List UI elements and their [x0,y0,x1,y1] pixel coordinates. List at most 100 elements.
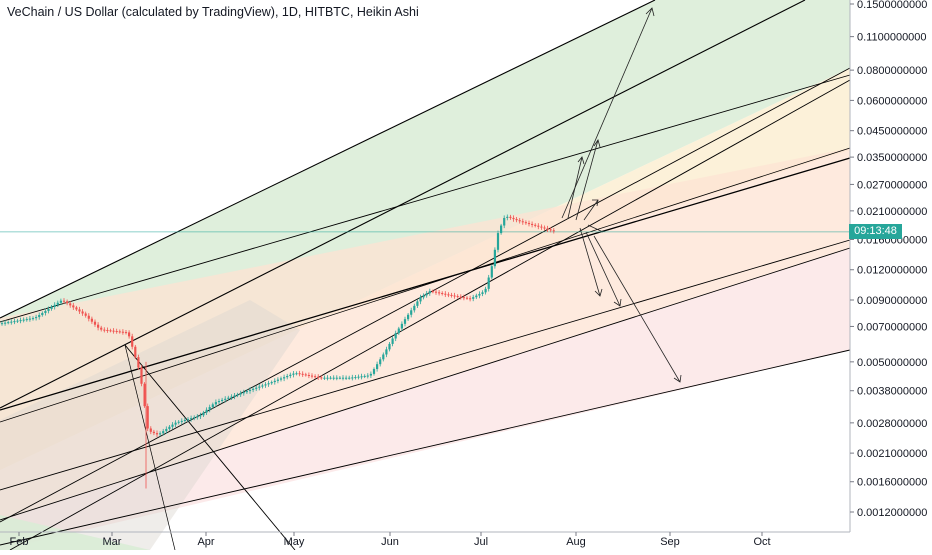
candle-body [459,296,462,298]
candle-body [394,333,397,339]
candle-body [72,305,75,308]
candle-body [137,357,140,368]
candle-body [90,318,93,322]
candle-body [78,309,81,312]
candle-body [403,319,407,324]
candle-body [456,296,459,298]
candle-body [345,377,348,379]
x-tick-label: May [284,536,305,548]
projection-arrow [575,139,599,221]
candle-body [531,223,534,225]
candle-body [10,321,13,323]
candle-body [475,295,478,298]
candle-body [0,323,4,325]
price-axis-background [850,0,932,550]
candle-body [22,319,25,321]
zone-orange [0,148,850,520]
y-tick-label: 0.0021000000 [857,448,927,460]
candle-body [500,225,503,234]
candle-body [295,373,298,375]
time-axis[interactable]: Feb Mar Apr May Jun Jul Aug Sep Oct [0,531,850,548]
candle-body [518,220,521,222]
arrow-head [645,7,655,17]
candle-body [524,222,527,224]
y-tick-label: 0.1500000000 [857,0,927,11]
zone-pink [0,248,850,550]
price-countdown-badge: 09:13:48 [849,224,902,239]
candle-body [50,306,53,309]
candle-body [540,226,543,228]
candle-body [196,416,199,418]
y-tick-label: 0.0070000000 [857,321,927,333]
x-tick-label: Apr [197,536,214,548]
candle-body [425,293,428,296]
candle-body [431,291,434,293]
candle-body [400,323,403,329]
candle-body [341,377,345,379]
candle-body [382,354,385,360]
candle-body [391,338,394,344]
x-tick-label: Jun [381,536,399,548]
candle-body [239,393,242,395]
price-axis[interactable]: 0.1500000000 0.1100000000 0.0800000000 0.06… [849,0,932,550]
candle-body [298,373,301,375]
candle-body [503,217,506,226]
arrow-head [673,374,682,383]
projection-arrow [567,156,583,219]
y-tick-label: 0.0270000000 [857,179,927,191]
candle-body [484,288,487,293]
candle-body [183,419,186,421]
candle-body [31,318,35,320]
candle-body [552,230,555,232]
candle-body [258,386,261,388]
candle-body [348,377,351,379]
candle-body [233,395,236,397]
candle-body [118,331,121,333]
candle-body [186,419,190,421]
candle-body [450,294,453,296]
y-tick-label: 0.0120000000 [857,265,927,277]
candle-body [320,377,323,379]
arrow-head [613,298,622,307]
candle-body [286,375,289,378]
candle-body [41,312,44,316]
candle-body [478,293,481,296]
candle-body [112,330,115,332]
candle-body [534,224,537,226]
candle-body [162,431,165,434]
candle-body [174,422,177,425]
candle-body [469,298,472,300]
arrow-head [577,156,585,165]
candle-body [279,378,283,380]
candle-body [140,367,143,384]
projection-arrows [561,7,682,383]
candle-body [28,318,31,320]
candle-body [214,402,217,405]
candle-body [13,321,16,323]
projection-arrow [587,224,604,233]
candle-body [472,297,475,299]
candle-body [159,433,162,435]
candle-body [307,375,310,377]
candle-body [93,321,97,325]
y-tick-label: 0.0600000000 [857,95,927,107]
candle-body [512,217,515,220]
candle-body [106,329,109,331]
x-tick-label: Mar [103,536,122,548]
candle-body [7,322,10,324]
projection-arrow [585,231,621,307]
candle-body [155,433,159,435]
candle-body [177,421,180,423]
candle-body [363,375,366,377]
fib-zones [0,0,850,550]
trend-line [124,344,296,551]
candle-body [224,398,227,400]
candle-body [527,223,531,225]
x-tick-label: Feb [10,536,29,548]
candle-body [438,292,441,294]
candle-body [335,377,338,379]
y-tick-label: 0.0800000000 [857,65,927,77]
trend-line [124,344,176,551]
